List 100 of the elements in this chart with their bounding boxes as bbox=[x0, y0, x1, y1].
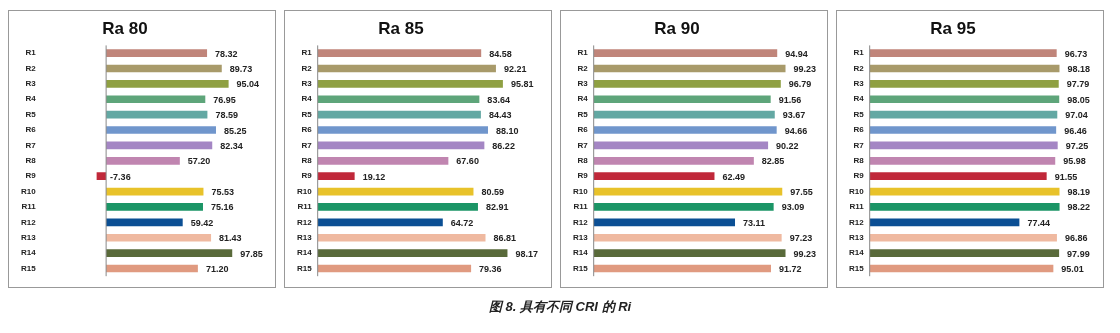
chart-title: Ra 90 bbox=[654, 18, 700, 38]
bar bbox=[593, 156, 754, 165]
y-tick-label: R14 bbox=[572, 248, 589, 258]
bar bbox=[106, 95, 206, 104]
bar bbox=[869, 126, 1057, 134]
bar bbox=[869, 249, 1060, 257]
y-tick-label: R7 bbox=[577, 140, 589, 150]
y-tick-label: R4 bbox=[577, 94, 589, 104]
y-tick-label: R1 bbox=[853, 48, 865, 58]
data-label: 95.01 bbox=[1061, 263, 1084, 274]
data-label: 75.53 bbox=[211, 187, 234, 198]
y-tick-label: R7 bbox=[853, 140, 865, 150]
y-tick-label: R8 bbox=[301, 156, 313, 165]
data-label: 98.18 bbox=[1067, 63, 1091, 74]
bar bbox=[106, 64, 222, 73]
bar bbox=[869, 95, 1060, 104]
bar bbox=[869, 264, 1054, 273]
bar bbox=[317, 156, 449, 165]
bar bbox=[317, 64, 496, 73]
data-label: 83.64 bbox=[487, 94, 510, 105]
bar bbox=[869, 49, 1057, 57]
data-label: 88.10 bbox=[495, 125, 519, 136]
y-tick-label: R13 bbox=[848, 232, 865, 242]
bar bbox=[869, 156, 1056, 165]
y-tick-label: R2 bbox=[25, 63, 37, 73]
bar bbox=[106, 126, 216, 134]
data-label: 92.21 bbox=[503, 63, 527, 74]
bar bbox=[593, 264, 771, 273]
bar bbox=[869, 110, 1058, 119]
y-tick-label: R10 bbox=[848, 186, 865, 196]
bar bbox=[593, 187, 783, 196]
data-label: 86.22 bbox=[492, 140, 515, 151]
data-label: 19.12 bbox=[362, 171, 386, 182]
y-tick-label: R11 bbox=[21, 202, 37, 212]
bar bbox=[317, 141, 485, 150]
chart-title: Ra 80 bbox=[102, 18, 148, 38]
data-label: 82.85 bbox=[761, 156, 785, 167]
data-label: 98.22 bbox=[1067, 202, 1091, 213]
data-label: 98.05 bbox=[1067, 94, 1090, 105]
y-tick-label: R11 bbox=[297, 202, 313, 212]
bar bbox=[869, 187, 1060, 196]
bar bbox=[106, 80, 229, 88]
data-label: 81.43 bbox=[219, 233, 242, 244]
data-label: 91.55 bbox=[1054, 171, 1078, 182]
y-tick-label: R2 bbox=[301, 63, 313, 73]
bar bbox=[593, 218, 736, 227]
y-tick-label: R1 bbox=[25, 48, 37, 58]
y-tick-label: R11 bbox=[849, 202, 865, 212]
data-label: 76.95 bbox=[213, 94, 236, 105]
data-label: 89.73 bbox=[229, 63, 253, 74]
y-tick-label: R15 bbox=[20, 263, 37, 273]
y-tick-label: R13 bbox=[572, 232, 589, 242]
data-label: 91.56 bbox=[778, 94, 802, 105]
bar bbox=[106, 249, 233, 257]
data-label: 64.72 bbox=[450, 217, 474, 228]
data-label: 71.20 bbox=[205, 263, 229, 274]
bar bbox=[593, 126, 777, 134]
y-tick-label: R12 bbox=[848, 217, 865, 227]
data-label: 99.23 bbox=[793, 63, 817, 74]
data-label: 78.59 bbox=[215, 110, 238, 121]
data-label: 99.23 bbox=[793, 248, 817, 259]
bar bbox=[106, 110, 208, 119]
y-tick-label: R8 bbox=[577, 156, 589, 165]
data-label: 90.22 bbox=[776, 140, 799, 151]
y-tick-label: R4 bbox=[25, 94, 37, 104]
bar bbox=[593, 203, 774, 211]
data-label: 95.81 bbox=[510, 79, 534, 90]
y-tick-label: R1 bbox=[301, 48, 313, 58]
bar bbox=[593, 233, 782, 242]
data-label: 97.99 bbox=[1067, 248, 1090, 259]
data-label: 73.11 bbox=[743, 217, 766, 228]
data-label: 62.49 bbox=[722, 171, 746, 182]
y-tick-label: R4 bbox=[301, 94, 313, 104]
data-label: 78.32 bbox=[215, 48, 238, 59]
data-label: 94.66 bbox=[784, 125, 808, 136]
bar bbox=[593, 49, 778, 57]
y-tick-label: R5 bbox=[577, 109, 589, 119]
data-label: 95.04 bbox=[236, 79, 260, 90]
bar bbox=[317, 110, 481, 119]
data-label: 96.73 bbox=[1064, 48, 1088, 59]
y-tick-label: R9 bbox=[577, 171, 589, 181]
data-label: 59.42 bbox=[190, 217, 214, 228]
y-tick-label: R8 bbox=[25, 156, 37, 165]
y-tick-label: R4 bbox=[853, 94, 865, 104]
caption: 图 8. 具有不同 CRI 的 Ri bbox=[487, 298, 633, 316]
data-label: 97.79 bbox=[1066, 79, 1090, 90]
data-label: 93.09 bbox=[781, 202, 805, 213]
y-tick-label: R3 bbox=[853, 79, 865, 89]
y-tick-label: R6 bbox=[25, 125, 37, 135]
bar bbox=[317, 187, 474, 196]
data-label: 97.55 bbox=[790, 187, 813, 198]
y-tick-label: R10 bbox=[20, 186, 37, 196]
bar bbox=[106, 141, 213, 150]
chart-title: Ra 95 bbox=[930, 18, 976, 38]
bar bbox=[317, 49, 482, 57]
bar bbox=[106, 49, 208, 57]
bar bbox=[593, 172, 715, 181]
y-tick-label: R5 bbox=[25, 109, 37, 119]
y-tick-label: R3 bbox=[301, 79, 313, 89]
y-tick-label: R3 bbox=[577, 79, 589, 89]
